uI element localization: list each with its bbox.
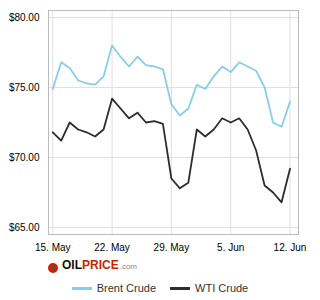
html-text:OIL PRICE.com: OIL PRICE.com [62,258,137,272]
svg-text:$65.00: $65.00 [9,222,40,233]
html-text:WTI Crude: WTI Crude [195,282,249,294]
svg-text:12. Jun: 12. Jun [274,242,307,253]
svg-text:$75.00: $75.00 [9,82,40,93]
svg-text:15. May: 15. May [35,242,71,253]
svg-text:$80.00: $80.00 [9,12,40,23]
svg-text:22. May: 22. May [94,242,130,253]
html-text:Brent Crude: Brent Crude [96,282,157,294]
svg-text:$70.00: $70.00 [9,152,40,163]
svg-text:29. May: 29. May [154,242,190,253]
svg-text:5. Jun: 5. Jun [217,242,244,253]
